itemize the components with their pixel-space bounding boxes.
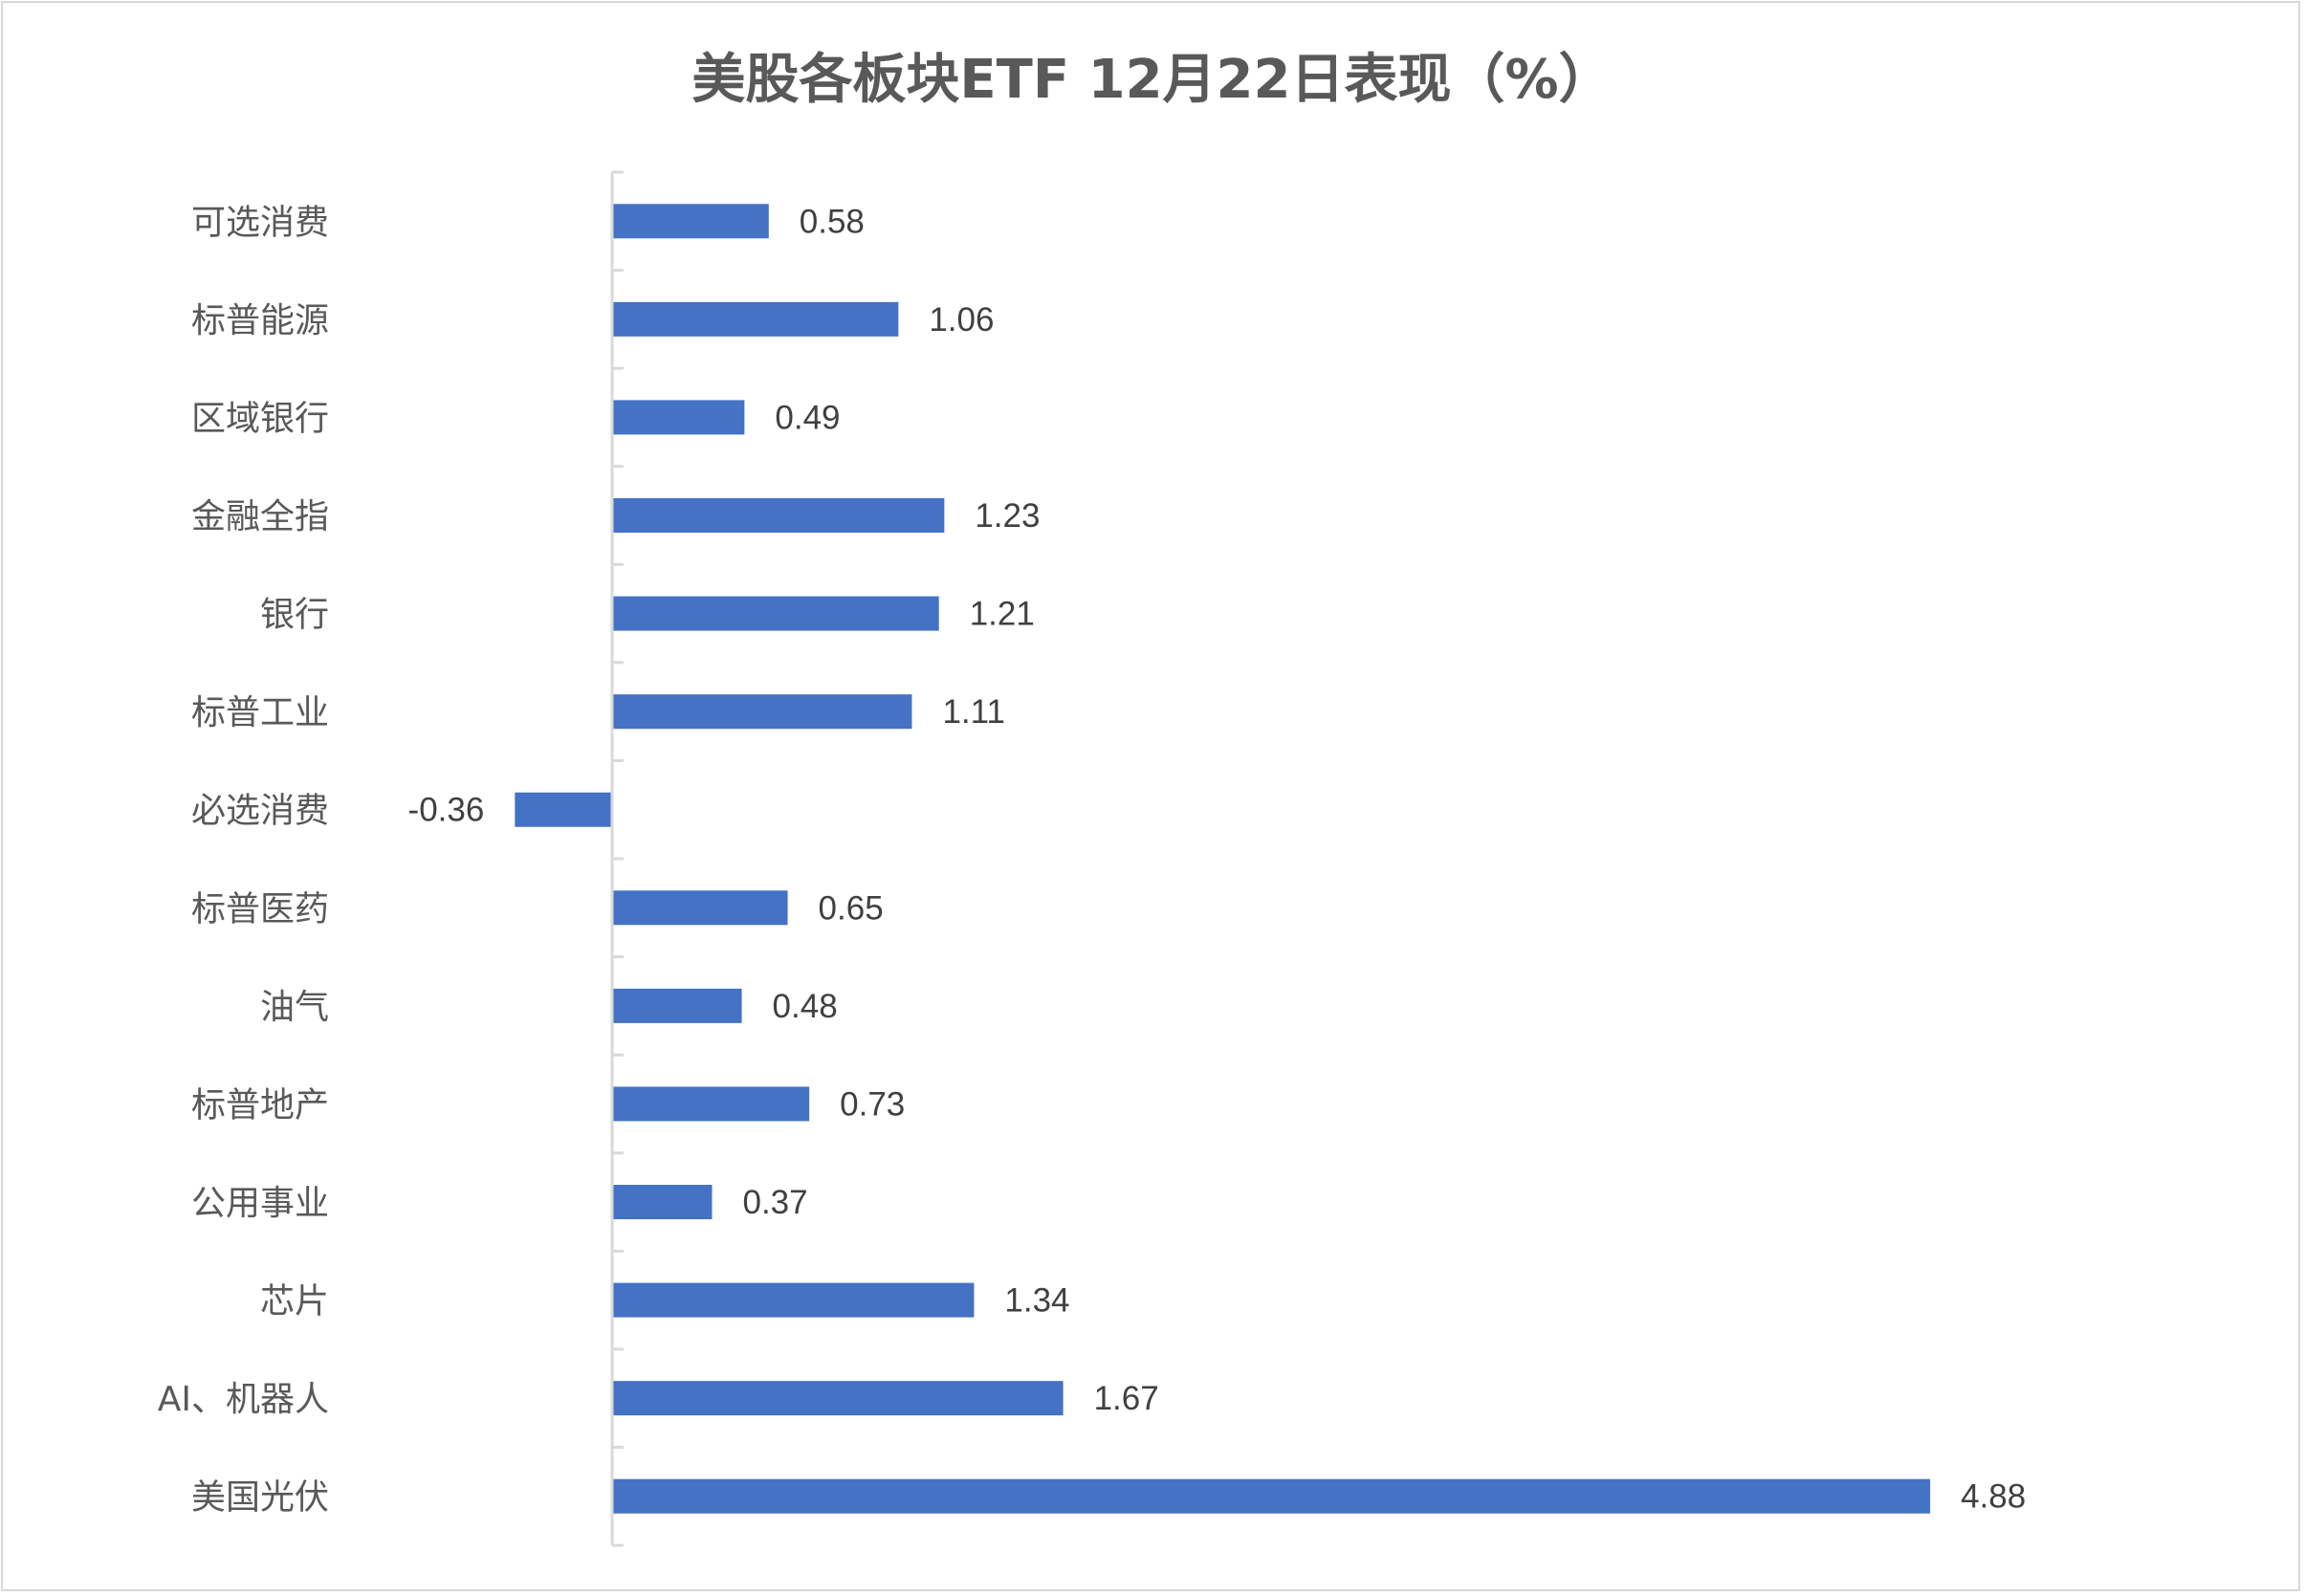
data-label: 4.88 — [1961, 1478, 2026, 1516]
data-label: -0.36 — [408, 792, 485, 829]
bar — [612, 1185, 713, 1219]
bar — [612, 1282, 975, 1318]
category-label: 标普医药 — [191, 889, 329, 929]
category-label: 油气 — [260, 988, 329, 1027]
data-label: 0.37 — [742, 1184, 807, 1221]
data-label: 1.21 — [970, 596, 1035, 633]
bar — [612, 301, 899, 337]
bar — [612, 204, 769, 239]
category-label: 公用事业 — [191, 1184, 329, 1223]
data-label: 0.73 — [840, 1085, 905, 1123]
category-label: 区域银行 — [191, 399, 329, 438]
bar — [612, 988, 742, 1023]
category-label: 金融全指 — [191, 497, 329, 536]
category-label: 标普能源 — [191, 301, 329, 340]
bar — [612, 890, 788, 926]
data-label: 1.11 — [942, 693, 1005, 731]
category-label: 芯片 — [260, 1282, 329, 1322]
data-label: 1.67 — [1094, 1380, 1159, 1417]
category-label: 标普地产 — [191, 1085, 329, 1125]
data-label: 0.65 — [819, 889, 884, 927]
category-label: 美国光伏 — [191, 1478, 329, 1518]
data-label: 0.48 — [773, 988, 838, 1025]
bar — [612, 1086, 810, 1122]
category-label: 标普工业 — [191, 693, 329, 732]
category-label: 可选消费 — [191, 203, 329, 242]
data-label: 0.58 — [800, 203, 865, 240]
data-label: 1.34 — [1004, 1282, 1069, 1320]
data-label: 1.23 — [975, 497, 1040, 535]
chart-title: 美股各板块ETF 12月22日表现（%） — [691, 49, 1613, 111]
bar — [612, 1381, 1064, 1416]
data-label: 1.06 — [929, 301, 994, 339]
category-label: 必选消费 — [191, 792, 329, 831]
bar — [515, 792, 612, 827]
bar — [612, 596, 939, 631]
bar — [612, 1478, 1931, 1514]
category-label: AI、机器人 — [158, 1380, 329, 1419]
data-label: 0.49 — [775, 399, 840, 436]
category-label: 银行 — [260, 596, 329, 635]
bar — [612, 400, 745, 435]
bar — [612, 498, 945, 533]
bar — [612, 694, 912, 730]
